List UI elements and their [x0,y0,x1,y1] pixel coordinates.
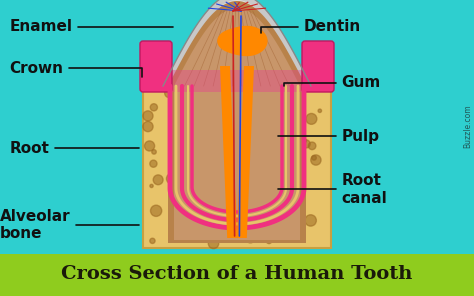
Circle shape [270,140,282,152]
Polygon shape [171,0,303,86]
Circle shape [181,185,185,190]
Circle shape [292,128,296,132]
Circle shape [152,150,156,154]
Circle shape [206,158,216,168]
Text: Pulp: Pulp [278,129,379,144]
Circle shape [302,140,310,148]
Circle shape [255,99,264,109]
FancyBboxPatch shape [140,41,172,92]
Circle shape [179,133,184,139]
Circle shape [256,87,262,92]
Text: Alveolar
bone: Alveolar bone [0,209,139,241]
Polygon shape [220,66,237,238]
Circle shape [223,87,231,95]
Text: Root
canal: Root canal [278,173,387,206]
Circle shape [308,142,316,150]
Circle shape [235,204,238,207]
Circle shape [246,172,257,183]
Circle shape [245,233,255,243]
Circle shape [200,215,210,226]
Circle shape [294,222,302,231]
Circle shape [208,238,219,249]
Polygon shape [217,26,268,56]
Circle shape [235,105,242,111]
Bar [165,70,309,92]
Circle shape [199,91,206,98]
Circle shape [211,87,219,96]
Circle shape [236,99,246,109]
Circle shape [237,128,242,133]
Circle shape [212,177,217,182]
FancyBboxPatch shape [302,41,334,92]
Circle shape [263,146,268,151]
Circle shape [251,140,260,149]
Polygon shape [163,0,311,86]
Polygon shape [168,1,306,243]
Circle shape [150,238,155,244]
Text: Enamel: Enamel [9,19,173,34]
Text: Gum: Gum [284,75,381,90]
Circle shape [219,157,229,168]
Circle shape [205,92,213,100]
Circle shape [189,171,197,178]
Circle shape [143,121,153,132]
Circle shape [183,136,189,142]
Circle shape [214,223,225,235]
Circle shape [266,238,272,244]
Circle shape [293,91,305,102]
Circle shape [239,99,243,103]
Circle shape [219,157,230,169]
Circle shape [302,139,306,143]
Circle shape [150,160,157,167]
Circle shape [172,173,177,178]
Circle shape [311,155,321,165]
Text: Root: Root [9,141,139,155]
Circle shape [306,113,317,124]
Text: Cross Section of a Human Tooth: Cross Section of a Human Tooth [61,265,413,283]
Circle shape [151,205,162,216]
Circle shape [174,147,178,150]
Circle shape [166,173,177,184]
Circle shape [219,98,223,102]
Circle shape [305,215,316,226]
Polygon shape [143,84,331,248]
Polygon shape [237,66,254,238]
Circle shape [312,155,316,160]
Circle shape [277,226,284,234]
Polygon shape [174,8,300,240]
Circle shape [169,197,180,208]
Circle shape [188,211,196,219]
Circle shape [251,231,258,238]
Circle shape [143,111,153,121]
Text: Buzzle.com: Buzzle.com [464,104,473,148]
Polygon shape [177,7,297,86]
Circle shape [188,114,197,123]
Text: Crown: Crown [9,61,142,77]
Circle shape [234,107,243,116]
Text: Dentin: Dentin [261,19,361,34]
Bar [0,254,474,296]
Circle shape [204,147,213,157]
Circle shape [204,179,210,184]
Circle shape [318,109,321,112]
Circle shape [182,192,193,202]
Circle shape [241,189,250,199]
Circle shape [150,184,153,188]
Circle shape [242,84,252,94]
Circle shape [164,89,173,98]
Circle shape [150,104,157,111]
Circle shape [247,219,252,224]
Circle shape [228,194,234,200]
Circle shape [258,143,263,147]
Circle shape [145,141,155,151]
Circle shape [229,147,238,156]
Circle shape [153,175,163,185]
Circle shape [202,196,214,207]
